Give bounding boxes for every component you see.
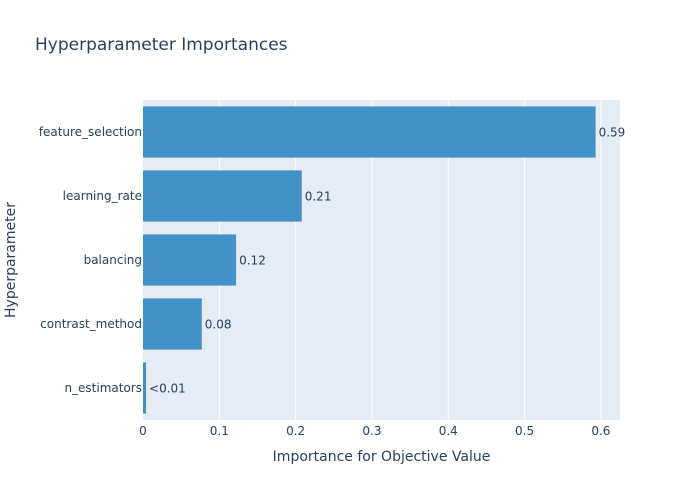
y-tick-label-learning-rate: learning_rate <box>63 189 142 203</box>
x-tick-label: 0.5 <box>515 424 534 438</box>
x-axis-title: Importance for Objective Value <box>273 449 491 465</box>
bar-contrast-method <box>143 298 202 350</box>
x-tick-label: 0.6 <box>591 424 610 438</box>
data-labels: 0.59 0.21 0.12 0.08 <0.01 <box>149 126 625 396</box>
data-label-feature-selection: 0.59 <box>599 126 626 140</box>
data-label-n-estimators: <0.01 <box>149 382 186 396</box>
x-tick-label: 0.1 <box>210 424 229 438</box>
data-label-learning-rate: 0.21 <box>305 190 332 204</box>
bar-n-estimators <box>143 362 147 414</box>
bars <box>143 106 596 414</box>
data-label-balancing: 0.12 <box>239 254 266 268</box>
x-tick-label: 0.2 <box>286 424 305 438</box>
y-tick-label-n-estimators: n_estimators <box>64 381 142 395</box>
y-tick-labels: feature_selection learning_rate balancing c… <box>39 125 142 395</box>
y-tick-label-feature-selection: feature_selection <box>39 125 142 139</box>
data-label-contrast-method: 0.08 <box>205 318 232 332</box>
y-tick-label-contrast-method: contrast_method <box>40 317 142 331</box>
x-tick-label: 0 <box>139 424 147 438</box>
y-axis-title: Hyperparameter <box>3 202 19 318</box>
x-tick-label: 0.3 <box>362 424 381 438</box>
x-tick-label: 0.4 <box>439 424 458 438</box>
y-tick-label-balancing: balancing <box>84 253 142 267</box>
bar-feature-selection <box>143 106 596 158</box>
chart-title: Hyperparameter Importances <box>35 35 288 55</box>
x-tick-labels: 0 0.1 0.2 0.3 0.4 0.5 0.6 <box>139 424 610 438</box>
bar-balancing <box>143 234 237 286</box>
bar-learning-rate <box>143 170 302 222</box>
